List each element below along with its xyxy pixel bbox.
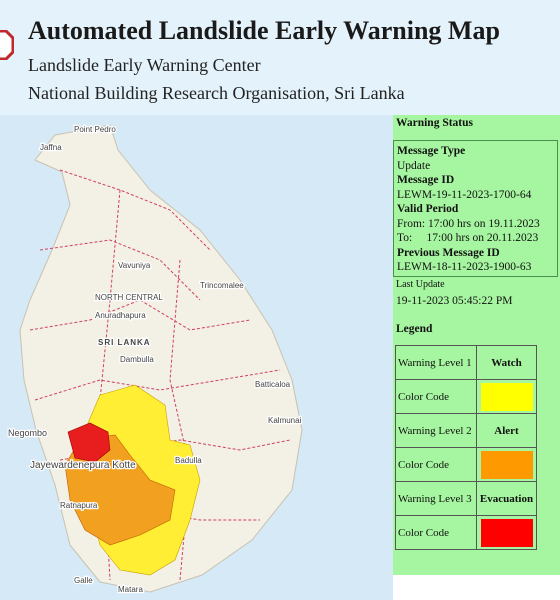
field-value: From: 17:00 hrs on 19.11.2023 bbox=[397, 217, 540, 230]
warning-level: Warning Level 3 bbox=[394, 481, 478, 516]
map-label: Galle bbox=[74, 576, 93, 585]
legend-row: Color Code bbox=[394, 379, 537, 414]
swatch bbox=[480, 450, 533, 479]
warning-level: Warning Level 2 bbox=[394, 413, 478, 448]
organisation: National Building Research Organisation,… bbox=[28, 83, 405, 103]
header: Automated Landslide Early Warning Map La… bbox=[0, 0, 560, 115]
map-label: Vavuniya bbox=[118, 261, 151, 270]
field-value: To: 17:00 hrs on 20.11.2023 bbox=[397, 232, 539, 244]
color-swatch bbox=[476, 515, 537, 550]
map-label: Ratnapura bbox=[60, 501, 98, 510]
swatch bbox=[480, 518, 533, 547]
swatch bbox=[480, 382, 533, 411]
color-code-label: Color Code bbox=[394, 379, 478, 414]
map-label: Batticaloa bbox=[255, 380, 291, 389]
map-label: Kalmunai bbox=[268, 416, 302, 425]
field-label: Valid Period bbox=[397, 203, 459, 215]
alert-area bbox=[64, 434, 176, 546]
warning-name: Evacuation bbox=[476, 481, 537, 516]
legend-row: Color Code bbox=[394, 515, 537, 550]
map-label: NORTH CENTRAL bbox=[95, 293, 163, 302]
map-label: Negombo bbox=[8, 428, 47, 438]
logo bbox=[0, 30, 14, 60]
map-label: Badulla bbox=[175, 456, 202, 465]
map-label: Trincomalee bbox=[200, 281, 244, 290]
field-label: Previous Message ID bbox=[397, 246, 500, 259]
message-box: Message Type Update Message ID LEWM-19-1… bbox=[393, 140, 558, 277]
warning-level: Warning Level 1 bbox=[394, 345, 478, 380]
field-value: LEWM-18-11-2023-1900-63 bbox=[397, 261, 532, 273]
title: Automated Landslide Early Warning Map bbox=[28, 16, 500, 45]
field-label: Message Type bbox=[397, 145, 466, 157]
warning-name: Watch bbox=[476, 345, 537, 380]
field-value: LEWM-19-11-2023-1700-64 bbox=[397, 188, 532, 201]
map-label: SRI LANKA bbox=[98, 338, 151, 347]
last-update-label: Last Update bbox=[396, 279, 445, 290]
color-swatch bbox=[476, 447, 537, 482]
warning-name: Alert bbox=[476, 413, 537, 448]
map-label: Jaffna bbox=[40, 143, 62, 152]
color-code-label: Color Code bbox=[394, 447, 478, 482]
subtitle: Landslide Early Warning Center bbox=[28, 55, 261, 75]
map-label: Jayewardenepura Kotte bbox=[30, 460, 136, 471]
evacuation-area bbox=[67, 422, 111, 463]
legend-row: Warning Level 1 Watch bbox=[394, 345, 537, 380]
legend-row: Warning Level 2 Alert bbox=[394, 413, 537, 448]
map-label: Anuradhapura bbox=[95, 311, 146, 320]
legend-row: Warning Level 3 Evacuation bbox=[394, 481, 537, 516]
color-code-label: Color Code bbox=[394, 515, 478, 550]
field-value: Update bbox=[397, 159, 431, 172]
map-label: Dambulla bbox=[120, 355, 154, 364]
map-label: Point Pedro bbox=[74, 125, 116, 134]
panel-heading: Warning Status bbox=[396, 117, 474, 129]
last-update: 19-11-2023 05:45:22 PM bbox=[396, 295, 513, 307]
legend: Warning Level 1 Watch Color Code Warning Le… bbox=[394, 345, 537, 550]
field-label: Message ID bbox=[397, 174, 455, 186]
legend-title: Legend bbox=[396, 323, 433, 335]
legend-row: Color Code bbox=[394, 447, 537, 482]
map[interactable]: Point Pedro Jaffna Vavuniya Trincomalee … bbox=[0, 115, 393, 600]
color-swatch bbox=[476, 379, 537, 414]
map-label: Matara bbox=[118, 585, 143, 594]
side-panel: Warning Status Message Type Update Messa… bbox=[393, 115, 560, 575]
